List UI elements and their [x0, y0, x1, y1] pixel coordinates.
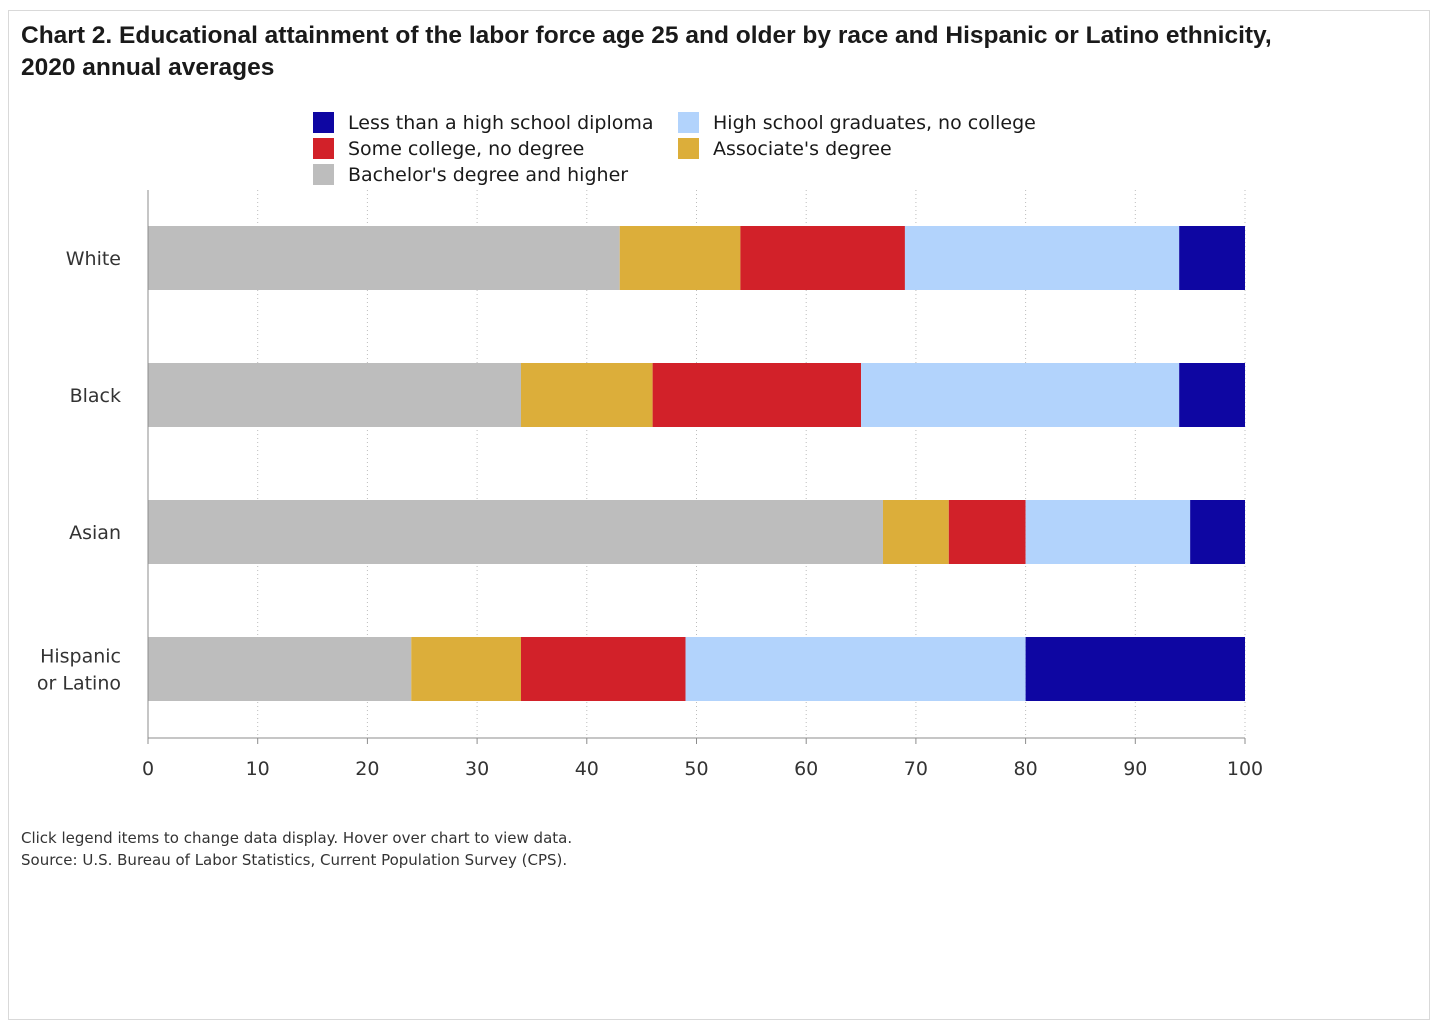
bar-segment[interactable] [411, 637, 521, 701]
legend-label: Less than a high school diploma [348, 112, 654, 134]
bar-segment[interactable] [148, 500, 883, 564]
x-tick-label: 10 [246, 758, 270, 780]
x-tick-label: 80 [1014, 758, 1038, 780]
bar-segment[interactable] [148, 637, 412, 701]
axes [147, 190, 1246, 744]
x-tick-label: 30 [465, 758, 489, 780]
x-tick-label: 70 [904, 758, 928, 780]
legend-label: Bachelor's degree and higher [348, 164, 629, 186]
category-label: Asian [69, 522, 121, 544]
legend-swatch-some-college [313, 138, 334, 159]
bar-segment[interactable] [1190, 500, 1245, 564]
bar-segment[interactable] [740, 226, 905, 290]
x-tick-label: 90 [1123, 758, 1147, 780]
x-tick-label: 50 [684, 758, 708, 780]
legend-swatch-high-school-graduates [678, 112, 699, 133]
bar-segment[interactable] [904, 226, 1180, 290]
bars [148, 226, 1245, 701]
x-tick-label: 0 [142, 758, 154, 780]
x-tick-label: 60 [794, 758, 818, 780]
plot-area[interactable]: White Black Asian Hispanic or Latino 0 10 20 30 4… [0, 180, 1300, 800]
footnote-source: Source: U.S. Bureau of Labor Statistics,… [21, 851, 568, 869]
bar-segment[interactable] [619, 226, 741, 290]
bar-segment[interactable] [861, 363, 1180, 427]
footnote-instructions: Click legend items to change data displa… [21, 829, 573, 847]
labels: White Black Asian Hispanic or Latino 0 10 20 30 4… [37, 248, 1263, 780]
footnotes: Click legend items to change data displa… [21, 827, 572, 871]
bar-segment[interactable] [652, 363, 862, 427]
bar-segment[interactable] [1025, 500, 1191, 564]
legend-label: Some college, no degree [348, 138, 585, 160]
category-label: Hispanic or Latino [37, 646, 121, 695]
bar-segment[interactable] [1179, 226, 1245, 290]
legend-swatch-less-than-high-school [313, 112, 334, 133]
x-tick-label: 20 [355, 758, 379, 780]
bar-segment[interactable] [520, 363, 653, 427]
legend-label: Associate's degree [713, 138, 892, 160]
bar-segment[interactable] [685, 637, 1026, 701]
x-tick-label: 100 [1227, 758, 1263, 780]
bar-segment[interactable] [520, 637, 686, 701]
category-label: Black [70, 385, 121, 407]
legend-swatch-associates-degree [678, 138, 699, 159]
legend-swatch-bachelors-degree [313, 164, 334, 185]
bar-segment[interactable] [882, 500, 949, 564]
category-label: White [66, 248, 121, 270]
bar-segment[interactable] [948, 500, 1026, 564]
bar-segment[interactable] [1179, 363, 1245, 427]
bar-segment[interactable] [148, 363, 521, 427]
bar-segment[interactable] [148, 226, 620, 290]
x-tick-label: 40 [575, 758, 599, 780]
legend-label: High school graduates, no college [713, 112, 1036, 134]
bar-segment[interactable] [1025, 637, 1245, 701]
legend: Less than a high school diploma High sch… [313, 110, 1073, 190]
chart-title: Chart 2. Educational attainment of the l… [21, 22, 1272, 81]
